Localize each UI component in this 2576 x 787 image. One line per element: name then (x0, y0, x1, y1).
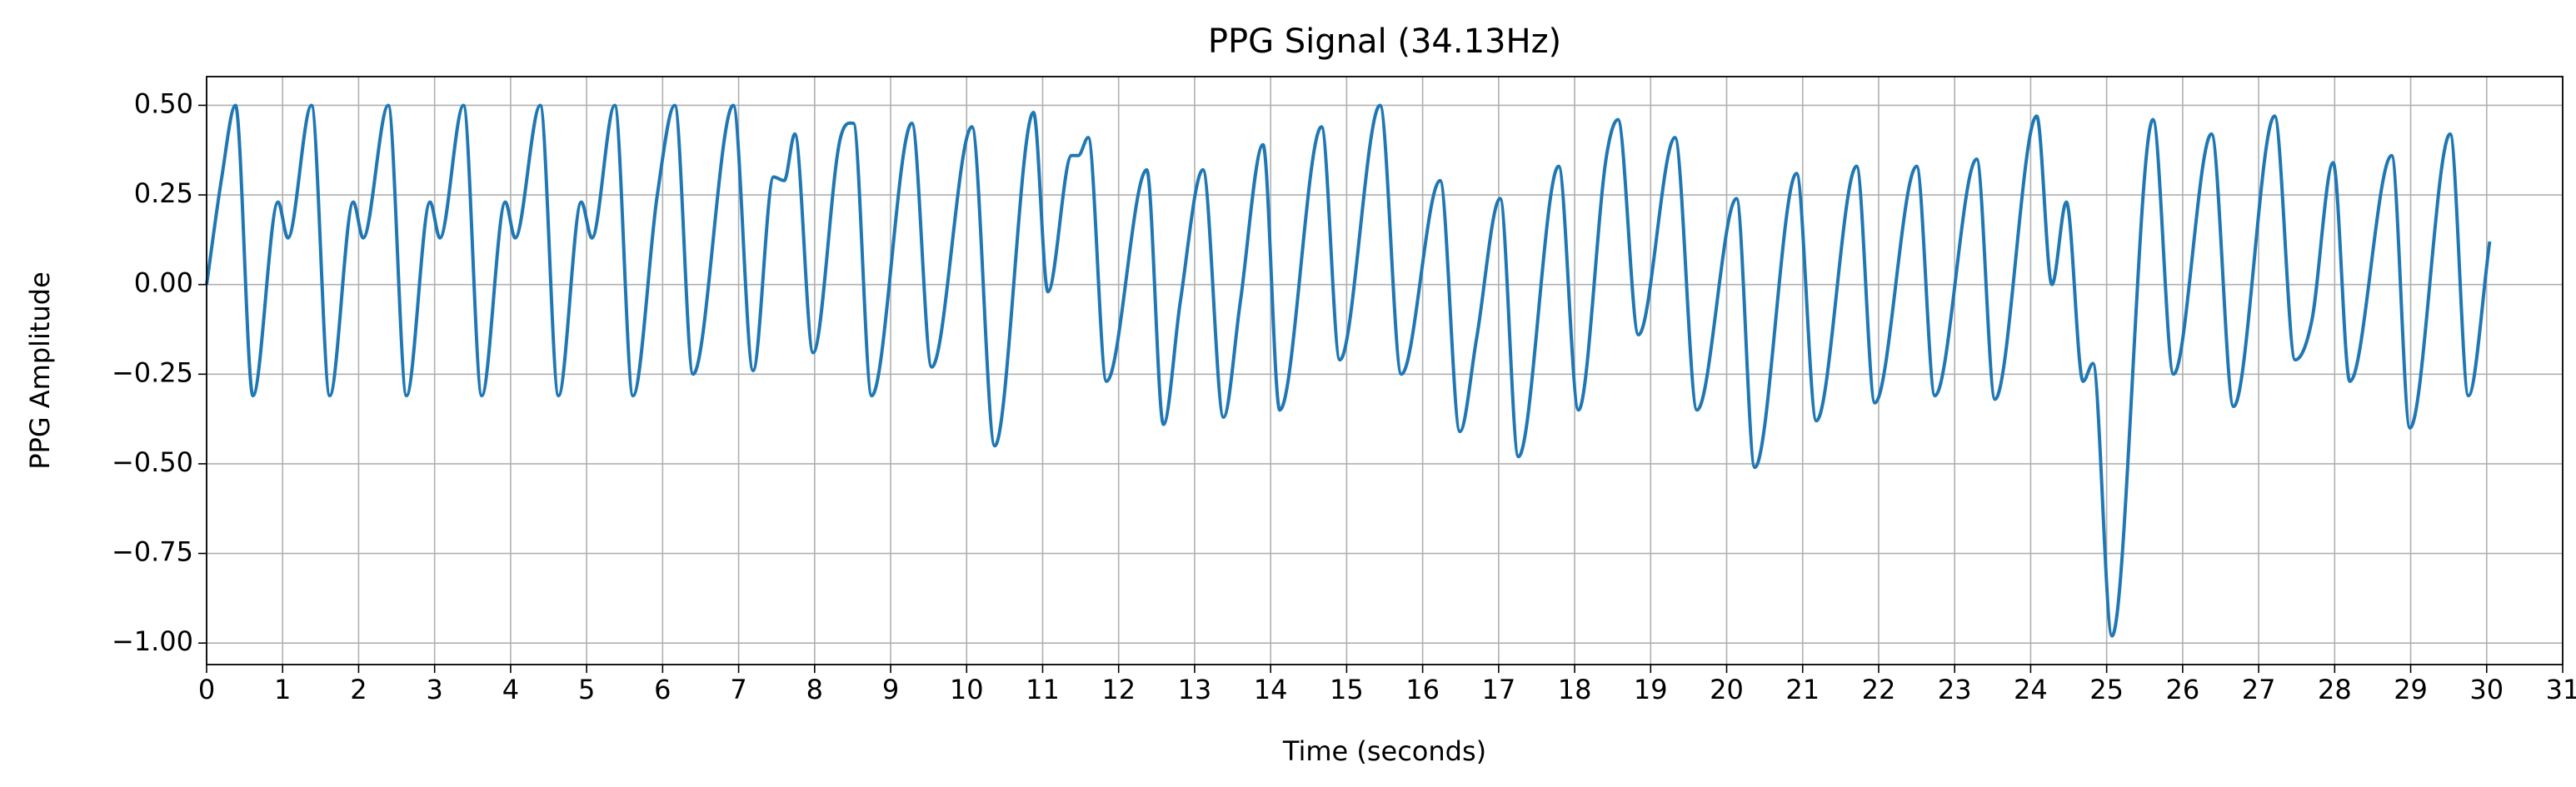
x-tick-label: 7 (730, 674, 746, 705)
plot-frame (206, 76, 2564, 665)
x-tick-label: 6 (654, 674, 671, 705)
x-tick-label: 10 (950, 674, 984, 705)
x-tick-label: 3 (426, 674, 442, 705)
x-tick-label: 16 (1405, 674, 1440, 705)
x-tick-label: 2 (350, 674, 367, 705)
y-axis-label: PPG Amplitude (24, 271, 56, 470)
x-tick-label: 26 (2166, 674, 2200, 705)
y-tick-label: −0.25 (112, 356, 193, 388)
x-tick-label: 8 (806, 674, 823, 705)
x-tick-label: 29 (2394, 674, 2428, 705)
x-tick-label: 22 (1862, 674, 1896, 705)
x-tick-label: 13 (1178, 674, 1212, 705)
y-tick-label: −0.50 (112, 446, 193, 478)
chart-title: PPG Signal (34.13Hz) (1208, 22, 1561, 61)
x-tick-label: 18 (1558, 674, 1592, 705)
x-tick-label: 25 (2089, 674, 2124, 705)
y-tick-label: −0.75 (112, 536, 193, 568)
x-tick-label: 21 (1785, 674, 1820, 705)
x-tick-label: 17 (1481, 674, 1515, 705)
x-tick-label: 5 (578, 674, 595, 705)
x-tick-label: 24 (2014, 674, 2048, 705)
y-tick-label: 0.00 (134, 267, 193, 299)
y-tick-label: 0.25 (134, 177, 193, 209)
x-tick-label: 27 (2242, 674, 2276, 705)
x-tick-label: 31 (2546, 674, 2576, 705)
x-tick-label: 0 (198, 674, 215, 705)
x-tick-label: 15 (1330, 674, 1364, 705)
y-tick-label: −1.00 (112, 625, 193, 657)
x-tick-label: 11 (1026, 674, 1060, 705)
x-tick-label: 14 (1254, 674, 1288, 705)
x-tick-label: 4 (502, 674, 519, 705)
x-tick-label: 23 (1938, 674, 1972, 705)
x-tick-label: 30 (2469, 674, 2504, 705)
x-axis-label: Time (seconds) (1282, 735, 1486, 767)
x-tick-label: 20 (1710, 674, 1744, 705)
x-tick-label: 9 (882, 674, 899, 705)
y-tick-label: 0.50 (134, 87, 193, 119)
x-tick-label: 19 (1634, 674, 1668, 705)
signal-line (205, 103, 2492, 638)
x-tick-label: 28 (2318, 674, 2352, 705)
x-tick-label: 1 (274, 674, 291, 705)
x-tick-label: 12 (1101, 674, 1136, 705)
